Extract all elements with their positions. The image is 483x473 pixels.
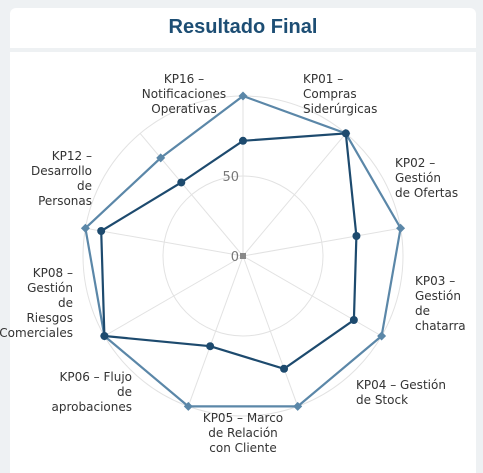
axis-label-line: de bbox=[117, 385, 132, 399]
axis-label-line: KP03 – bbox=[415, 274, 455, 288]
grid-spoke-2 bbox=[242, 133, 347, 257]
series-1-point-3 bbox=[396, 223, 406, 233]
series-2-point-1 bbox=[239, 136, 247, 145]
grid-spoke-8 bbox=[85, 227, 244, 257]
axis-label-line: de bbox=[77, 179, 92, 193]
axis-label-line: KP01 – bbox=[303, 72, 343, 86]
chart-title: Resultado Final bbox=[168, 16, 318, 38]
axis-label-line: de bbox=[58, 296, 73, 310]
axis-label-line: Compras bbox=[303, 87, 357, 101]
axis-label-line: KP08 – bbox=[33, 266, 73, 280]
series-1-point-4 bbox=[377, 331, 387, 341]
series-2-point-7 bbox=[100, 332, 109, 340]
axis-label-line: Gestión bbox=[415, 289, 461, 303]
axis-label-line: Riesgos bbox=[26, 311, 73, 325]
axis-label-line: de bbox=[415, 304, 430, 318]
axis-label-line: Desarrollo bbox=[31, 164, 92, 178]
axis-label-line: aprobaciones bbox=[52, 400, 132, 414]
axis-label-3: KP03 – Gestión de chatarra bbox=[415, 274, 466, 333]
tick-label-50: 50 bbox=[222, 170, 239, 185]
series-1-point-9 bbox=[156, 153, 166, 163]
axis-label-line: Operativas bbox=[151, 102, 216, 116]
series-1-point-1 bbox=[238, 91, 248, 101]
center-marker bbox=[240, 253, 246, 259]
series-2-point-5 bbox=[280, 364, 289, 373]
axis-label-9: KP16 – Notificaciones Operativas bbox=[142, 72, 226, 116]
axis-label-5: KP05 – Marco de Relación con Cliente bbox=[203, 411, 283, 455]
tick-label-0: 0 bbox=[231, 250, 239, 265]
series-1-point-6 bbox=[183, 401, 193, 411]
axis-label-line: de Ofertas bbox=[395, 186, 458, 200]
axis-label-line: de Stock bbox=[356, 393, 408, 407]
axis-label-line: Gestión bbox=[27, 281, 73, 295]
grid-spoke-9 bbox=[139, 133, 244, 257]
grid-spoke-5 bbox=[242, 255, 299, 407]
axis-label-line: KP05 – Marco bbox=[203, 411, 283, 425]
axis-label-line: de Relación bbox=[208, 426, 278, 440]
series-2-point-3 bbox=[352, 231, 361, 240]
axis-label-line: con Cliente bbox=[209, 441, 276, 455]
series-2-point-4 bbox=[349, 316, 358, 324]
series-2-point-8 bbox=[97, 226, 106, 235]
grid-spoke-4 bbox=[242, 255, 382, 337]
card-header: Resultado Final bbox=[10, 8, 476, 48]
series-2-point-2 bbox=[341, 129, 350, 138]
series-2-line bbox=[100, 132, 358, 371]
axis-label-line: KP16 – bbox=[164, 72, 204, 86]
axis-label-line: KP04 – Gestión bbox=[356, 378, 446, 392]
axis-label-8: KP12 – Desarrollo de Personas bbox=[31, 149, 92, 208]
axis-label-line: Notificaciones bbox=[142, 87, 226, 101]
axis-label-line: Comerciales bbox=[0, 326, 73, 340]
axis-label-line: Personas bbox=[38, 194, 92, 208]
axis-label-line: KP02 – bbox=[395, 156, 435, 170]
series-1-line bbox=[84, 94, 402, 408]
axis-label-line: chatarra bbox=[415, 319, 466, 333]
axis-label-7: KP08 – Gestión de Riesgos Comerciales bbox=[0, 266, 73, 340]
series-2-point-6 bbox=[206, 342, 215, 351]
grid-spoke-6 bbox=[187, 255, 244, 407]
axis-label-2: KP02 – Gestión de Ofertas bbox=[395, 156, 458, 200]
axis-label-1: KP01 – Compras Siderúrgicas bbox=[303, 72, 377, 116]
grid-spoke-3 bbox=[242, 227, 401, 257]
grid-spoke-7 bbox=[104, 255, 244, 337]
axis-label-line: Gestión bbox=[395, 171, 441, 185]
series-1-point-5 bbox=[293, 401, 303, 411]
series-1-point-8 bbox=[80, 223, 90, 233]
axis-label-4: KP04 – Gestión de Stock bbox=[356, 378, 446, 407]
axis-label-line: Siderúrgicas bbox=[303, 102, 377, 116]
axis-label-line: KP06 – Flujo bbox=[59, 370, 132, 384]
axis-label-6: KP06 – Flujo de aprobaciones bbox=[52, 370, 132, 414]
series-2-point-9 bbox=[177, 178, 186, 187]
axis-label-line: KP12 – bbox=[52, 149, 92, 163]
